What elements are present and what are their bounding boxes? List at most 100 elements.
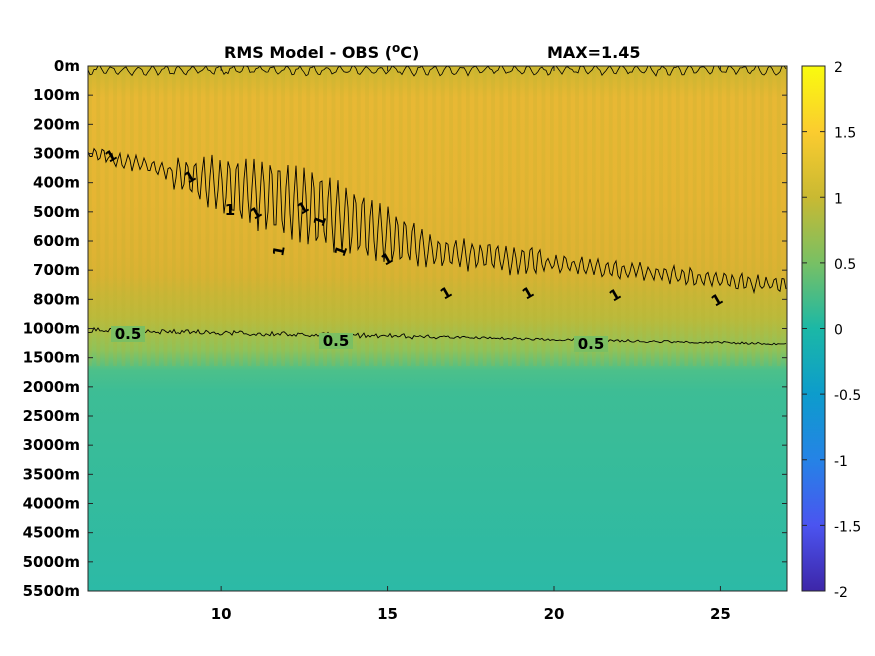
heatmap-stripe <box>373 66 378 366</box>
heatmap-stripe <box>230 66 235 366</box>
heatmap-stripe <box>650 66 655 366</box>
y-tick-label: 2500m <box>23 407 80 425</box>
colorbar-tick-label: 0.5 <box>834 257 856 273</box>
heatmap-stripe <box>113 66 117 366</box>
colorbar-tick-label: 1 <box>834 191 843 207</box>
chart-title: RMS Model - OBS (oC) <box>224 41 419 62</box>
heatmap-stripe <box>155 66 159 366</box>
y-tick-label: 200m <box>33 115 80 133</box>
heatmap-stripe <box>138 66 143 366</box>
y-tick-label: 1000m <box>23 320 80 338</box>
contour-line-surface <box>88 66 787 77</box>
heatmap-stripe <box>121 66 126 366</box>
heatmap-stripe <box>340 66 344 366</box>
colorbar-tick-label: -0.5 <box>834 388 861 404</box>
contour-lines <box>88 66 787 346</box>
colorbar-tick-label: -1 <box>834 454 848 470</box>
heatmap-stripe <box>214 66 218 366</box>
heatmap-stripe <box>289 66 294 366</box>
heatmap-stripe <box>222 66 227 366</box>
plot-area: 111 1 111 1 11 1 1 10.5 0.5 0.5 <box>87 65 788 592</box>
heatmap-stripe <box>760 66 764 366</box>
heatmap-stripe <box>516 66 521 366</box>
heatmap-stripe <box>524 66 529 366</box>
heatmap-stripe <box>130 66 134 366</box>
heatmap-stripe <box>600 66 605 366</box>
x-tick-label: 10 <box>211 605 232 623</box>
heatmap-stripe <box>608 66 613 366</box>
contour-label-bg <box>574 336 608 352</box>
heatmap-stripe <box>264 66 269 366</box>
heatmap-stripe <box>785 66 787 366</box>
heatmap-band <box>88 250 787 340</box>
contour-label-bg <box>319 333 353 349</box>
heatmap-stripe <box>398 66 403 366</box>
y-tick-label: 500m <box>33 203 80 221</box>
heatmap-stripe <box>180 66 185 366</box>
heatmap-stripe <box>298 66 302 366</box>
contour-label-bg <box>111 326 145 342</box>
heatmap-stripe <box>474 66 479 366</box>
heatmap-stripe <box>256 66 260 366</box>
heatmap-stripe <box>625 66 630 366</box>
y-tick-label: 2000m <box>23 378 80 396</box>
colorbar-tick-label: 2 <box>834 60 843 76</box>
contour-label-0-5: 0.5 <box>323 332 350 350</box>
y-tick-label: 3500m <box>23 465 80 483</box>
y-tick-label: 300m <box>33 145 80 163</box>
y-tick-label: 1500m <box>23 349 80 367</box>
heatmap-stripe <box>583 66 588 366</box>
heatmap-stripe <box>306 66 311 366</box>
contour-line-1 <box>88 147 787 295</box>
y-tick-label: 0m <box>54 57 80 75</box>
heatmap-stripe <box>172 66 176 366</box>
heatmap-stripe <box>104 66 109 366</box>
heatmap-stripe <box>768 66 773 366</box>
heatmap-stripe <box>163 66 168 366</box>
heatmap-stripe <box>197 66 201 366</box>
heatmap-stripe <box>692 66 697 366</box>
heatmap-stripe <box>667 66 672 366</box>
x-axis: 10 15 20 25 <box>211 66 731 623</box>
heatmap-stripe <box>642 66 647 366</box>
heatmap-stripe <box>466 66 470 366</box>
heatmap-stripe <box>676 66 680 366</box>
colorbar-tick-label: 1.5 <box>834 126 856 142</box>
heatmap-stripe <box>356 66 361 366</box>
heatmap-stripe <box>205 66 210 366</box>
y-tick-label: 100m <box>33 86 80 104</box>
heatmap-stripe <box>499 66 504 366</box>
heatmap-stripe <box>382 66 386 366</box>
heatmap-stripe <box>684 66 689 366</box>
heatmap-stripe <box>491 66 495 366</box>
heatmap-stripe <box>701 66 705 366</box>
heatmap-stripe <box>743 66 747 366</box>
heatmap-stripe <box>323 66 327 366</box>
heatmap-stripe <box>617 66 621 366</box>
heatmap-stripe <box>776 66 781 366</box>
heatmap-stripe <box>88 66 92 366</box>
heatmap-stripe <box>718 66 722 366</box>
contour-label-0-5: 0.5 <box>115 325 142 343</box>
heatmap-stripe <box>482 66 487 366</box>
heatmap-stripe <box>558 66 563 366</box>
y-tick-label: 700m <box>33 261 80 279</box>
heatmap-stripe <box>533 66 537 366</box>
contour-line-0-5 <box>88 326 787 346</box>
colorbar-tick-label: -1.5 <box>834 519 861 535</box>
title-unit: C) <box>400 43 419 62</box>
y-axis: 0m 100m 200m 300m 400m 500m 600m 700m 800m 1000m 1… <box>23 57 787 600</box>
y-tick-label: 4500m <box>23 524 80 542</box>
heatmap-stripe <box>457 66 462 366</box>
heatmap-stripe <box>659 66 663 366</box>
x-tick-label: 25 <box>710 605 731 623</box>
colorbar-tick-label: -2 <box>834 585 848 601</box>
heatmap-stripe <box>449 66 453 366</box>
heatmap-stripe <box>331 66 336 366</box>
contour-labels: 111 1 111 1 11 1 1 10.5 0.5 0.5 <box>102 146 726 353</box>
heatmap-stripe <box>314 66 319 366</box>
heatmap-stripe <box>188 66 193 366</box>
contour-label-1: 1 <box>269 244 289 257</box>
heatmap-stripe <box>272 66 277 366</box>
